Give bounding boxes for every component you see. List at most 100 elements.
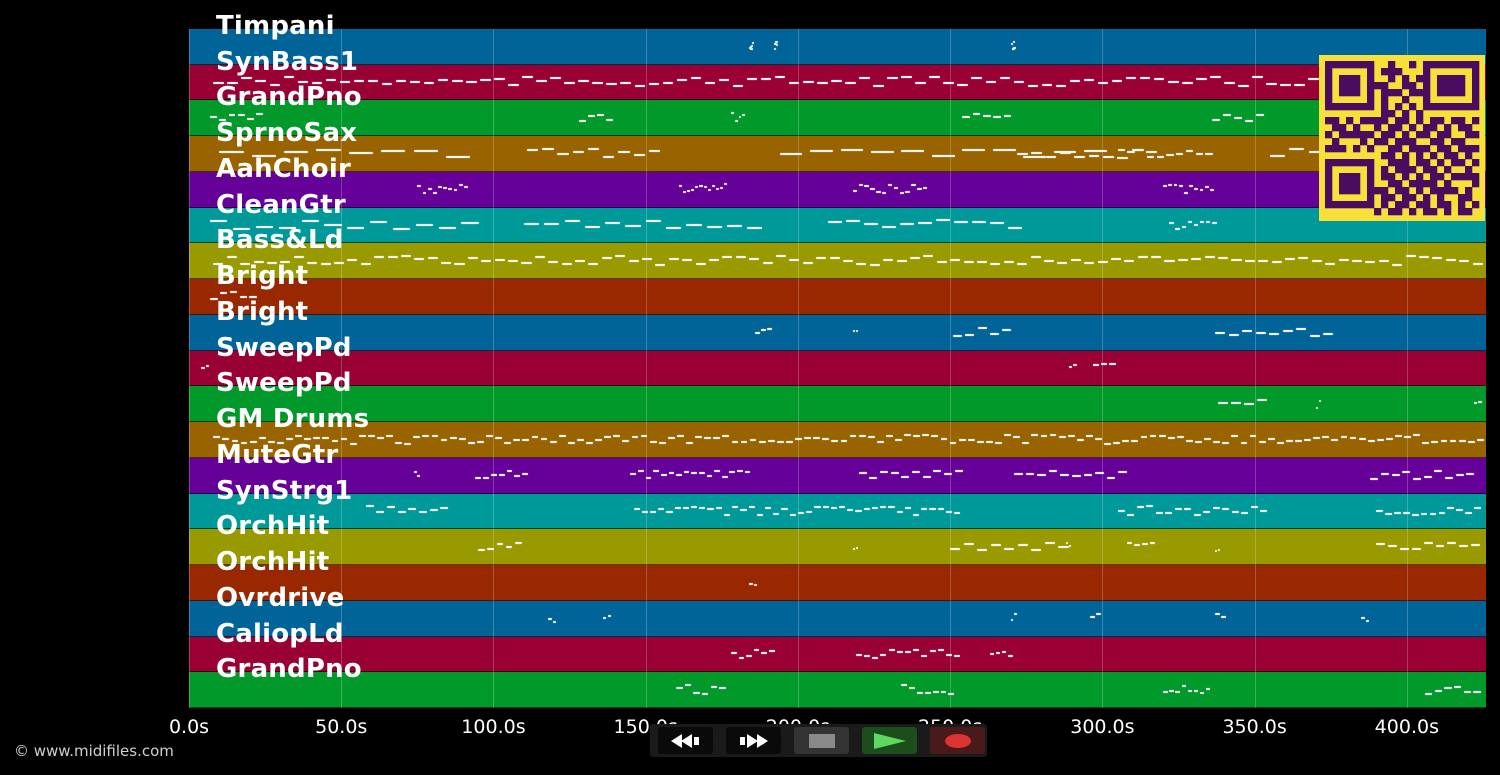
track-lane[interactable] xyxy=(189,136,1486,172)
qr-code xyxy=(1319,55,1485,221)
track-lane[interactable] xyxy=(189,207,1486,244)
midi-note xyxy=(904,434,912,437)
track-lane[interactable] xyxy=(189,314,1486,351)
midi-note xyxy=(417,474,420,477)
midi-note xyxy=(748,505,755,508)
midi-note xyxy=(945,653,953,656)
midi-note xyxy=(830,507,837,509)
track-label: SweepPd xyxy=(216,332,352,363)
stop-button[interactable] xyxy=(794,727,849,754)
midi-note xyxy=(1476,438,1484,441)
piano-roll[interactable] xyxy=(189,29,1486,708)
record-button[interactable] xyxy=(930,727,985,754)
midi-note xyxy=(463,186,468,189)
midi-note xyxy=(749,438,757,441)
midi-note xyxy=(1048,470,1058,473)
track-lane[interactable] xyxy=(189,386,1486,423)
midi-note xyxy=(773,512,780,515)
midi-note xyxy=(1158,435,1166,438)
midi-note xyxy=(255,113,263,116)
midi-note xyxy=(1420,513,1428,516)
midi-note xyxy=(967,439,975,442)
midi-note xyxy=(855,510,862,513)
midi-note xyxy=(431,435,439,438)
midi-note xyxy=(888,649,895,652)
midi-note xyxy=(213,263,224,266)
midi-note xyxy=(904,651,912,654)
midi-note xyxy=(1090,615,1095,618)
track-lane[interactable] xyxy=(189,457,1486,494)
midi-note xyxy=(899,192,904,195)
midi-note xyxy=(353,79,365,82)
track-lane[interactable] xyxy=(189,171,1486,208)
track-lane[interactable] xyxy=(189,565,1486,601)
midi-note xyxy=(222,438,230,441)
track-lane[interactable] xyxy=(189,636,1486,673)
midi-note xyxy=(869,263,880,266)
midi-note xyxy=(1419,256,1430,259)
midi-note xyxy=(1153,77,1165,80)
time-tick-label: 50.0s xyxy=(315,716,368,738)
track-lane[interactable] xyxy=(189,422,1486,458)
midi-note xyxy=(1017,262,1028,265)
midi-note xyxy=(548,617,552,620)
fast-forward-button[interactable] xyxy=(726,727,781,754)
track-lane[interactable] xyxy=(189,64,1486,101)
midi-note xyxy=(822,437,830,440)
midi-note xyxy=(438,185,442,188)
midi-note xyxy=(814,506,821,509)
midi-note xyxy=(1127,151,1135,154)
midi-note xyxy=(249,296,257,299)
midi-note xyxy=(1294,84,1305,87)
midi-note xyxy=(695,262,706,265)
midi-note xyxy=(1463,691,1471,694)
track-lane[interactable] xyxy=(189,29,1486,65)
midi-note xyxy=(776,441,784,444)
play-button[interactable] xyxy=(862,727,917,754)
midi-note xyxy=(684,684,692,687)
midi-note xyxy=(630,472,637,475)
midi-note xyxy=(1027,84,1039,87)
midi-note xyxy=(1067,435,1075,438)
midi-note xyxy=(486,434,493,437)
rewind-button[interactable] xyxy=(658,727,713,754)
midi-note xyxy=(1296,328,1307,331)
midi-note xyxy=(962,148,986,151)
midi-note xyxy=(1181,684,1187,687)
midi-note xyxy=(1218,548,1221,551)
track-lane[interactable] xyxy=(189,529,1486,566)
midi-note xyxy=(1013,435,1021,438)
midi-note xyxy=(1069,80,1081,83)
midi-note xyxy=(983,114,991,117)
midi-note xyxy=(1109,363,1116,366)
midi-note xyxy=(922,476,931,479)
midi-note xyxy=(1250,506,1258,509)
midi-note xyxy=(924,691,931,694)
track-lane[interactable] xyxy=(189,600,1486,637)
midi-note xyxy=(1199,221,1205,224)
midi-note xyxy=(229,291,238,294)
midi-note xyxy=(715,506,722,509)
midi-note xyxy=(840,439,848,442)
midi-note xyxy=(603,156,615,159)
midi-note xyxy=(723,183,727,186)
midi-note xyxy=(995,442,1002,445)
midi-note xyxy=(304,437,312,440)
midi-note xyxy=(618,150,630,153)
track-lane[interactable] xyxy=(189,243,1486,280)
midi-note xyxy=(1311,260,1322,263)
midi-note xyxy=(749,47,752,50)
midi-note xyxy=(1204,255,1215,258)
midi-note xyxy=(1095,438,1102,441)
midi-note xyxy=(1175,227,1180,230)
midi-note xyxy=(540,437,548,440)
midi-note xyxy=(948,692,955,695)
track-lane[interactable] xyxy=(189,279,1486,315)
track-lane[interactable] xyxy=(189,672,1486,708)
midi-note xyxy=(1060,474,1070,477)
track-lane[interactable] xyxy=(189,100,1486,137)
track-label: Ovrdrive xyxy=(216,582,345,613)
midi-note xyxy=(995,651,1001,654)
track-lane[interactable] xyxy=(189,350,1486,387)
midi-note xyxy=(1365,260,1376,263)
